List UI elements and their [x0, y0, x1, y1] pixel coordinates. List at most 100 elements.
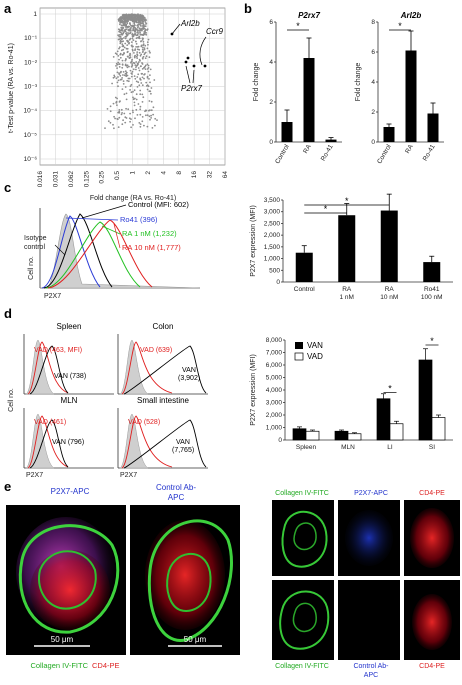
c-mfi-bar-chart: 0 500 1,000 1,500 2,000 2,500 3,000 3,500 Contro…	[250, 193, 453, 301]
volcano-point	[124, 64, 127, 67]
d-histogram: MLN VAD (461) VAN (796) P2X7	[23, 396, 114, 479]
volcano-point	[114, 117, 116, 120]
volcano-point	[141, 68, 144, 70]
annotation-ccr9-arrow	[199, 36, 207, 66]
volcano-point	[148, 115, 151, 118]
volcano-point	[132, 17, 135, 19]
volcano-point	[112, 102, 115, 105]
c-hist-y-label: Cell no.	[28, 256, 35, 280]
volcano-point	[127, 55, 129, 58]
volcano-x-tick: 0.031	[52, 171, 59, 188]
p2rx7-bar-chart: 0 2 4 6 Control RA Ro-41 Fold change P2rx7*	[253, 11, 342, 165]
volcano-point	[134, 24, 136, 27]
volcano-point	[141, 34, 144, 36]
volcano-point	[109, 105, 112, 108]
volcano-point	[150, 114, 153, 117]
volcano-point	[113, 127, 115, 130]
volcano-point	[121, 123, 124, 126]
volcano-point	[116, 81, 119, 84]
volcano-highlight-point	[186, 56, 190, 60]
d-van-label-value: (7,765)	[172, 447, 194, 454]
volcano-point	[118, 46, 121, 49]
volcano-point	[139, 31, 142, 34]
tile-collagen-1-ring	[281, 510, 328, 568]
volcano-point	[119, 100, 121, 102]
volcano-point	[126, 47, 129, 50]
e-right-bottom-control-line2: APC	[364, 672, 378, 679]
volcano-point	[131, 17, 133, 20]
volcano-point	[109, 121, 112, 124]
volcano-point	[139, 125, 142, 128]
volcano-point	[141, 39, 144, 41]
volcano-point	[142, 44, 145, 47]
volcano-point	[128, 77, 131, 80]
panel-a: a 110⁻¹10⁻²10⁻³10⁻⁴10⁻⁵10⁻⁶ 0.016 0.031 0.…	[4, 1, 229, 202]
volcano-point	[119, 71, 122, 74]
volcano-point	[121, 66, 124, 69]
c-hist-x-label: P2X7	[44, 293, 61, 300]
volcano-point	[117, 126, 120, 128]
volcano-point	[116, 50, 119, 53]
volcano-point	[131, 37, 134, 40]
volcano-point	[124, 37, 127, 40]
bar-y-tick: 4	[269, 59, 273, 66]
volcano-annotations: Arl2b Ccr9 P2rx7	[171, 19, 223, 93]
volcano-point	[123, 112, 126, 115]
volcano-point	[115, 62, 118, 65]
bar-y-label: P2X7 expression (MFI)	[250, 205, 257, 277]
volcano-point	[118, 30, 120, 33]
volcano-point	[143, 48, 146, 51]
d-bar-category: LI	[387, 444, 393, 451]
volcano-point	[132, 124, 134, 126]
volcano-point	[125, 33, 128, 36]
volcano-point	[122, 119, 124, 122]
volcano-point	[149, 51, 151, 54]
volcano-point	[148, 100, 151, 102]
volcano-point	[116, 118, 119, 121]
d-van-curve	[29, 419, 69, 469]
panel-d: d Spleen VAD (463, MFI) VAN (738) Colon VAD …	[4, 306, 453, 479]
volcano-point	[127, 16, 130, 19]
panel-c-label: c	[4, 180, 11, 195]
volcano-point	[123, 52, 125, 54]
volcano-point	[141, 29, 143, 32]
volcano-point	[138, 35, 141, 38]
van-bar	[418, 359, 433, 441]
volcano-point	[121, 28, 123, 31]
volcano-point	[146, 88, 149, 91]
volcano-point	[150, 92, 152, 95]
volcano-point	[125, 98, 128, 101]
legend-vad-swatch	[294, 352, 304, 361]
volcano-point	[119, 21, 122, 24]
volcano-point	[132, 25, 135, 28]
volcano-point	[134, 54, 137, 57]
d-hist-y-label: Cell no.	[8, 388, 15, 412]
volcano-point	[123, 74, 126, 77]
volcano-point	[137, 67, 140, 69]
c-legend-arrow	[65, 217, 119, 221]
volcano-point	[122, 80, 125, 82]
volcano-point	[123, 29, 126, 32]
volcano-point	[147, 70, 150, 73]
bar-category: Ro-41	[320, 143, 335, 162]
volcano-point	[125, 28, 128, 30]
e-left-title-2-line2: APC	[168, 493, 185, 502]
volcano-point	[134, 33, 137, 36]
d-bar-y-label: P2X7 expression (MFI)	[250, 354, 257, 426]
bar-category: Ro41	[424, 286, 440, 293]
bar-y-tick: 1,000	[264, 256, 281, 263]
volcano-point	[137, 45, 140, 48]
annotation-ccr9: Ccr9	[206, 27, 223, 36]
ro41-histogram	[41, 215, 101, 289]
volcano-point	[129, 37, 132, 40]
tile-collagen-1-inner	[293, 522, 317, 551]
volcano-point	[112, 76, 115, 79]
volcano-point	[127, 65, 130, 68]
volcano-point	[141, 20, 144, 23]
volcano-point	[130, 44, 133, 47]
volcano-point	[148, 56, 151, 59]
volcano-point	[121, 77, 123, 79]
volcano-point	[148, 90, 151, 93]
volcano-x-tick: 2	[145, 171, 152, 175]
bar-y-tick: 0	[269, 139, 273, 146]
